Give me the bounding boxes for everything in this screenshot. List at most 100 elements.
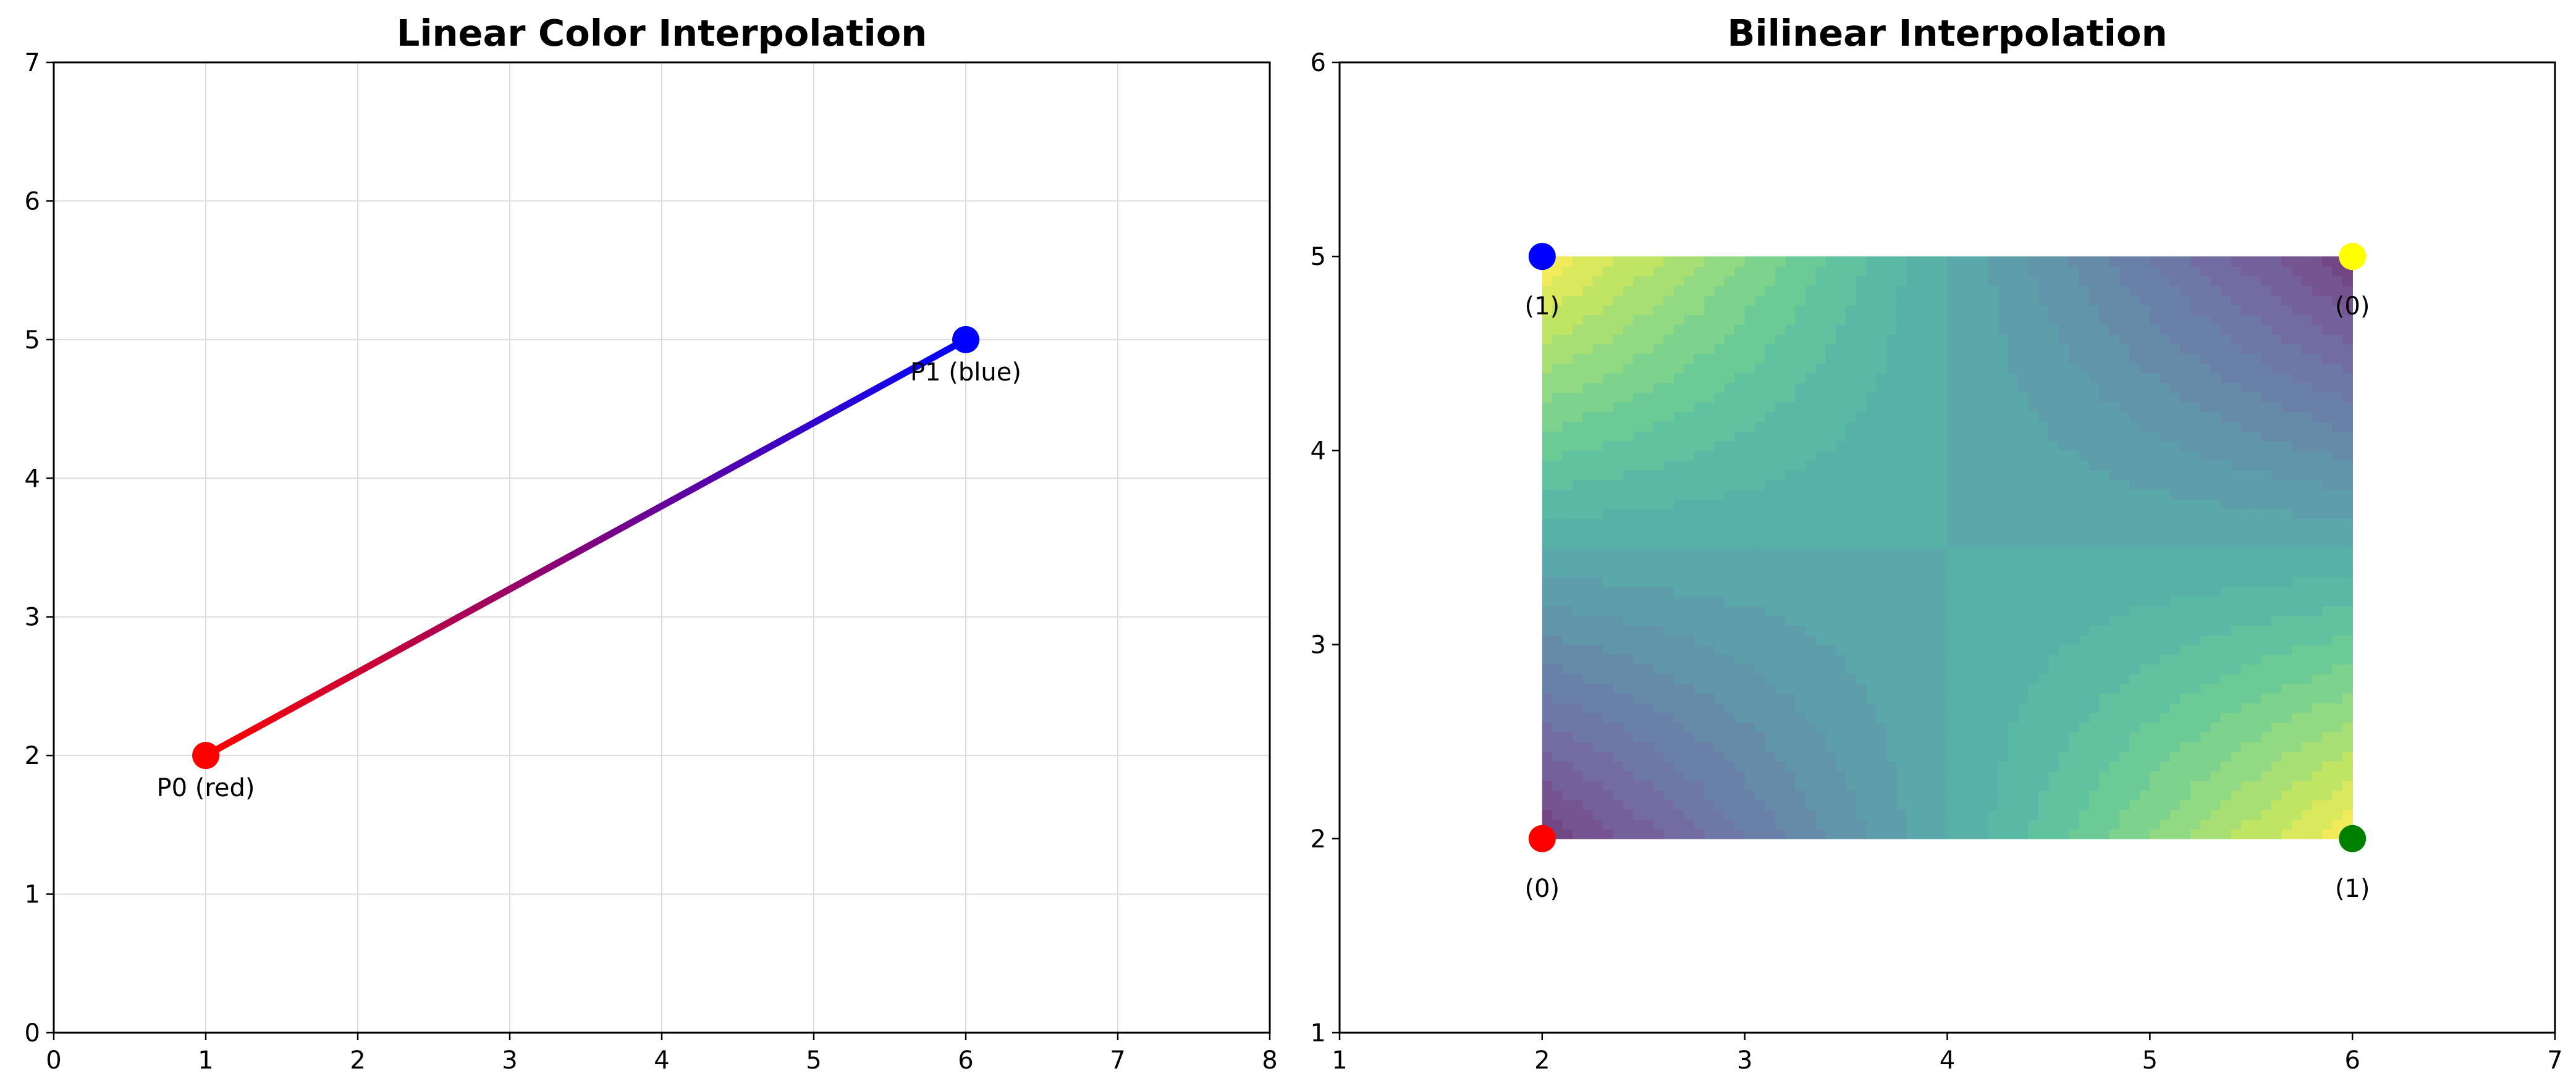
heatmap-cell bbox=[1613, 498, 1624, 510]
heatmap-cell bbox=[1947, 363, 1958, 374]
heatmap-cell bbox=[2129, 518, 2140, 529]
heatmap-cell bbox=[1765, 479, 1776, 490]
heatmap-cell bbox=[1623, 829, 1634, 839]
heatmap-cell bbox=[1582, 411, 1594, 422]
heatmap-cell bbox=[1633, 450, 1644, 461]
heatmap-cell bbox=[1592, 625, 1603, 636]
heatmap-cell bbox=[2342, 450, 2353, 461]
heatmap-cell bbox=[1573, 324, 1584, 335]
heatmap-cell bbox=[1562, 819, 1573, 830]
heatmap-cell bbox=[2109, 790, 2120, 800]
heatmap-cell bbox=[2342, 372, 2353, 384]
heatmap-cell bbox=[2240, 586, 2252, 597]
heatmap-cell bbox=[2139, 498, 2151, 510]
heatmap-cell bbox=[2119, 421, 2130, 432]
heatmap-cell bbox=[1744, 712, 1755, 723]
x-tick-label: 7 bbox=[1110, 1046, 1125, 1075]
heatmap-cell bbox=[1805, 586, 1817, 597]
heatmap-cell bbox=[1805, 528, 1817, 539]
heatmap-cell bbox=[2321, 498, 2333, 510]
heatmap-cell bbox=[1967, 343, 1978, 355]
heatmap-cell bbox=[1562, 751, 1573, 762]
heatmap-cell bbox=[1815, 673, 1826, 684]
heatmap-cell bbox=[1896, 761, 1907, 771]
heatmap-cell bbox=[2251, 654, 2262, 665]
heatmap-cell bbox=[1704, 537, 1715, 548]
heatmap-cell bbox=[1825, 702, 1836, 713]
heatmap-cell bbox=[1775, 634, 1786, 645]
heatmap-cell bbox=[2008, 586, 2019, 597]
heatmap-cell bbox=[2221, 634, 2232, 645]
heatmap-cell bbox=[1613, 605, 1624, 616]
heatmap-cell bbox=[1673, 615, 1685, 626]
heatmap-cell bbox=[1836, 392, 1847, 403]
heatmap-cell bbox=[1988, 586, 1999, 597]
heatmap-cell bbox=[2008, 790, 2019, 800]
heatmap-cell bbox=[2302, 586, 2313, 597]
heatmap-cell bbox=[1906, 256, 1918, 267]
heatmap-cell bbox=[1846, 605, 1857, 616]
heatmap-cell bbox=[2119, 450, 2130, 461]
heatmap-cell bbox=[1582, 664, 1594, 674]
heatmap-cell bbox=[1846, 693, 1857, 704]
heatmap-cell bbox=[1704, 518, 1715, 529]
heatmap-cell bbox=[2160, 780, 2171, 791]
heatmap-cell bbox=[2240, 266, 2252, 277]
heatmap-cell bbox=[2139, 741, 2151, 752]
heatmap-cell bbox=[2028, 566, 2039, 578]
heatmap-cell bbox=[2099, 372, 2110, 384]
heatmap-cell bbox=[2018, 829, 2029, 839]
y-tick-label: 1 bbox=[25, 881, 40, 909]
heatmap-cell bbox=[1917, 372, 1928, 384]
heatmap-cell bbox=[1937, 625, 1948, 636]
heatmap-cell bbox=[2119, 430, 2130, 442]
heatmap-cell bbox=[1805, 673, 1817, 684]
heatmap-cell bbox=[1633, 712, 1644, 723]
heatmap-cell bbox=[1988, 566, 1999, 578]
heatmap-cell bbox=[1613, 596, 1624, 607]
heatmap-cell bbox=[1623, 508, 1634, 519]
heatmap-cell bbox=[1582, 625, 1594, 636]
heatmap-cell bbox=[2038, 295, 2050, 306]
heatmap-cell bbox=[2200, 819, 2211, 830]
heatmap-cell bbox=[2261, 440, 2272, 452]
heatmap-cell bbox=[2058, 799, 2069, 810]
heatmap-cell bbox=[1552, 508, 1563, 519]
heatmap-cell bbox=[1825, 557, 1836, 568]
heatmap-cell bbox=[1917, 304, 1928, 316]
heatmap-cell bbox=[1765, 314, 1776, 325]
heatmap-cell bbox=[1947, 566, 1958, 578]
heatmap-cell bbox=[1653, 430, 1665, 442]
heatmap-cell bbox=[1573, 615, 1584, 626]
heatmap-cell bbox=[1552, 702, 1563, 713]
heatmap-cell bbox=[1998, 664, 2009, 674]
heatmap-cell bbox=[2312, 256, 2323, 267]
heatmap-cell bbox=[1653, 266, 1665, 277]
heatmap-cell bbox=[2342, 440, 2353, 452]
heatmap-cell bbox=[1805, 256, 1817, 267]
heatmap-cell bbox=[1856, 440, 1867, 452]
heatmap-cell bbox=[1633, 334, 1644, 345]
heatmap-cell bbox=[1573, 489, 1584, 500]
heatmap-cell bbox=[1582, 460, 1594, 471]
heatmap-cell bbox=[1562, 411, 1573, 422]
heatmap-cell bbox=[1684, 547, 1695, 558]
heatmap-cell bbox=[2200, 576, 2211, 587]
heatmap-cell bbox=[2321, 430, 2333, 442]
heatmap-cell bbox=[1734, 625, 1746, 636]
heatmap-cell bbox=[2129, 712, 2140, 723]
heatmap-cell bbox=[1755, 440, 1766, 452]
heatmap-cell bbox=[1805, 421, 1817, 432]
heatmap-cell bbox=[1765, 664, 1776, 674]
heatmap-cell bbox=[1977, 479, 1988, 490]
heatmap-cell bbox=[1886, 615, 1898, 626]
heatmap-cell bbox=[2312, 664, 2323, 674]
heatmap-cell bbox=[2200, 829, 2211, 839]
heatmap-cell bbox=[2170, 498, 2181, 510]
heatmap-cell bbox=[2291, 256, 2303, 267]
heatmap-cell bbox=[1734, 819, 1746, 830]
heatmap-cell bbox=[1643, 314, 1654, 325]
linear-interpolation-panel: Linear Color Interpolation P0 (red)P1 (b… bbox=[25, 12, 1278, 1075]
heatmap-cell bbox=[1673, 557, 1685, 568]
heatmap-cell bbox=[2099, 421, 2110, 432]
